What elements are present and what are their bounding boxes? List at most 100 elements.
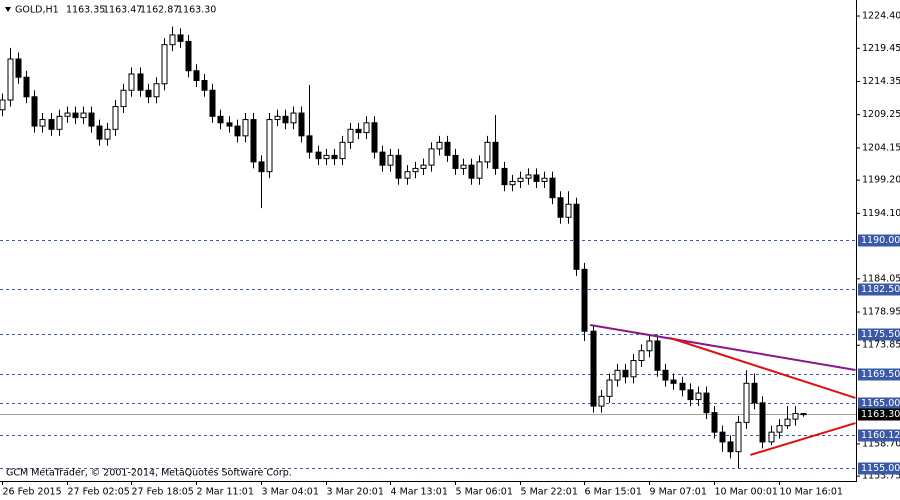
level-label: 1169.50 xyxy=(861,369,900,380)
candles xyxy=(0,26,807,468)
y-tick-label: 1209.25 xyxy=(862,109,900,120)
level-label: 1175.50 xyxy=(861,329,900,340)
candle-body xyxy=(31,96,38,127)
candle-body xyxy=(743,382,750,423)
candle-body xyxy=(541,177,548,182)
candle-body xyxy=(711,412,718,433)
candle-body xyxy=(638,350,645,362)
candle-body xyxy=(7,58,14,101)
candle-body xyxy=(768,431,775,443)
candle-body xyxy=(565,203,572,218)
header: GOLD,H1 1163.35 1163.47 1162.87 1163.30 xyxy=(15,5,216,16)
x-tick-label: 10 Mar 00:01 xyxy=(715,487,778,498)
candle-body xyxy=(120,89,127,108)
candle-body xyxy=(679,382,686,391)
candle-body xyxy=(428,148,435,166)
candle-body xyxy=(80,112,87,119)
candle-body xyxy=(347,128,354,143)
y-tick-label: 1184.05 xyxy=(862,273,900,284)
x-tick-label: 26 Feb 2015 xyxy=(3,487,62,498)
candle-body xyxy=(549,177,556,199)
candle-body xyxy=(201,79,208,91)
y-tick-label: 1173.85 xyxy=(862,340,900,351)
candle-body xyxy=(735,421,742,453)
candle-body xyxy=(800,413,807,416)
candle-body xyxy=(161,44,168,85)
candle-body xyxy=(614,369,621,381)
candle-body xyxy=(517,177,524,182)
level-label-box xyxy=(858,397,900,410)
y-tick-label: 1214.35 xyxy=(862,76,900,87)
candle-body xyxy=(315,151,322,160)
candle-body xyxy=(128,73,135,91)
candle-body xyxy=(185,40,192,72)
level-label-box xyxy=(858,368,900,381)
x-tick-label: 3 Mar 20:01 xyxy=(327,487,384,498)
candle-body xyxy=(654,340,661,371)
axes: 1224.40 1219.45 1214.35 1209.25 1204.15 1199.… xyxy=(2,11,900,498)
candle-body xyxy=(0,99,6,111)
trendline xyxy=(669,337,856,399)
candle-body xyxy=(306,135,313,153)
candle-body xyxy=(404,171,411,179)
candle-body xyxy=(104,128,111,140)
menu-arrow[interactable] xyxy=(5,7,11,12)
candle-body xyxy=(590,330,597,407)
x-tick-label: 10 Mar 16:01 xyxy=(780,487,843,498)
candle-body xyxy=(88,112,95,127)
candle-body xyxy=(395,154,402,179)
symbol: GOLD,H1 xyxy=(15,5,59,16)
candle-body xyxy=(258,161,265,173)
candle-body xyxy=(193,70,200,81)
high-label: 1163.47 xyxy=(103,5,142,16)
candle-body xyxy=(282,115,289,124)
candle-body xyxy=(630,360,637,378)
candle-body xyxy=(606,379,613,397)
candle-body xyxy=(217,115,224,124)
x-tick-label: 4 Mar 13:01 xyxy=(391,487,448,498)
candle-body xyxy=(23,76,30,98)
candle-body xyxy=(557,197,564,218)
candle-body xyxy=(274,115,281,121)
x-tick-label: 2 Mar 11:01 xyxy=(197,487,254,498)
candle-body xyxy=(509,180,516,186)
candle-body xyxy=(145,89,152,98)
y-tick-label: 1219.45 xyxy=(862,43,900,54)
price-label: 1163.30 xyxy=(861,409,900,420)
x-tick-label: 27 Feb 02:05 xyxy=(68,487,130,498)
y-tick-label: 1178.95 xyxy=(862,307,900,318)
candle-body xyxy=(525,174,532,179)
y-tick-label: 1199.20 xyxy=(862,175,900,186)
candle-body xyxy=(719,431,726,443)
candle-body xyxy=(460,164,467,169)
candle-body xyxy=(39,119,46,127)
candle-body xyxy=(15,58,22,78)
candle-body xyxy=(209,89,216,117)
y-tick-label: 1158.70 xyxy=(862,438,900,449)
x-tick-label: 5 Mar 06:01 xyxy=(456,487,513,498)
y-tick-label: 1224.40 xyxy=(862,11,900,22)
level-label-box xyxy=(858,234,900,247)
candle-body xyxy=(153,83,160,98)
candle-body xyxy=(476,161,483,179)
candle-body xyxy=(72,112,79,119)
candle-body xyxy=(646,340,653,352)
trendline xyxy=(589,323,856,371)
level-label-box xyxy=(858,462,900,475)
low-label: 1162.87 xyxy=(140,5,179,16)
candle-body xyxy=(226,122,233,127)
candle-body xyxy=(687,389,694,401)
candle-body xyxy=(169,34,176,46)
candle-body xyxy=(792,413,799,420)
copyright: GCM MetaTrader, © 2001-2014, MetaQuotes … xyxy=(6,468,292,479)
candle-body xyxy=(751,382,758,404)
candle-body xyxy=(484,141,491,163)
candle-body xyxy=(695,392,702,401)
level-label: 1190.00 xyxy=(861,235,900,246)
candle-body xyxy=(436,141,443,150)
candle-body xyxy=(598,395,605,407)
candle-body xyxy=(703,392,710,414)
candle-body xyxy=(776,425,783,433)
candle-body xyxy=(662,369,669,381)
